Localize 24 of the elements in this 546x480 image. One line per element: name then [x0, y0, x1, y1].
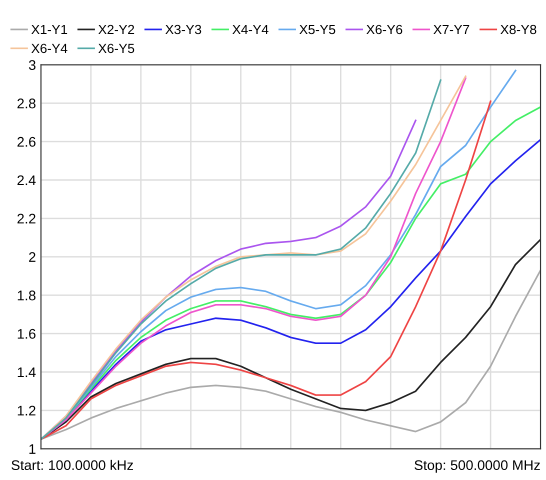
legend-label: X5-Y5 [299, 24, 336, 34]
y-tick-label: 3 [28, 60, 36, 70]
y-tick-label: 2.4 [17, 175, 36, 186]
legend-label: X2-Y2 [98, 24, 134, 34]
y-tick-label: 2 [29, 252, 36, 262]
y-tick-label: 1.4 [18, 367, 36, 378]
legend-label: X8-Y8 [500, 24, 536, 34]
y-tick-label: 1.2 [18, 406, 36, 416]
y-tick-label: 2.2 [17, 214, 36, 224]
y-tick-label: 1.8 [18, 290, 36, 300]
text: Stop: 500.0000 MHz [414, 460, 540, 473]
legend-label: X7-Y7 [433, 24, 470, 34]
y-tick-label: 2.8 [17, 98, 36, 108]
text: Start: 100.0000 kHz [12, 460, 133, 470]
line-series [40, 269, 541, 440]
y-tick-label: 2.6 [17, 136, 36, 147]
legend-label: X3-Y3 [165, 24, 202, 34]
y-tick-label: 1 [29, 444, 36, 454]
legend-label: X6-Y6 [366, 24, 402, 34]
legend-label: X6-Y4 [31, 44, 68, 54]
y-tick-label: 1.6 [18, 328, 36, 339]
legend-label: X4-Y4 [232, 24, 268, 34]
legend-label: X6-Y5 [98, 44, 134, 54]
legend-label: X1-Y1 [31, 24, 68, 34]
